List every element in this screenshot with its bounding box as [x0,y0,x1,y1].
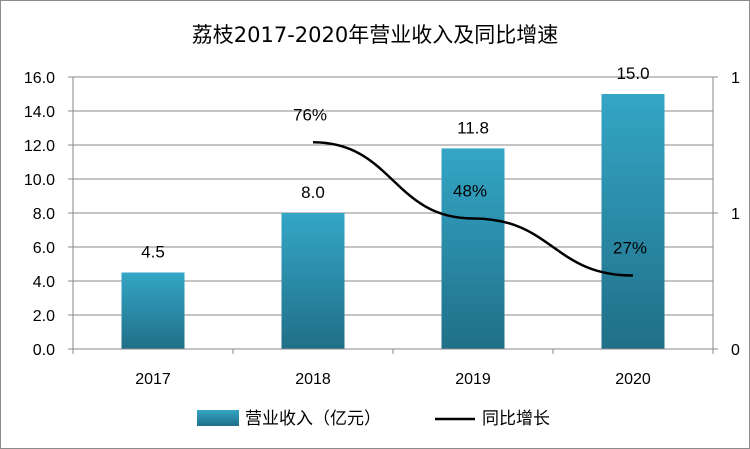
y-left-tick-label: 6.0 [33,240,55,257]
bar-data-label: 11.8 [457,118,489,137]
y-left-tick-label: 16.0 [24,70,55,87]
y-left-tick-label: 14.0 [24,104,55,121]
y-left-tick-label: 10.0 [24,172,55,189]
bar [441,148,505,349]
y-left-tick-label: 2.0 [33,308,55,325]
y-left-tick-label: 4.0 [33,274,55,291]
line-data-label: 76% [293,105,327,124]
y-right-tick-label: 1 [731,206,740,223]
legend-line-label: 同比增长 [482,409,550,429]
y-right-tick-label: 1 [731,70,740,87]
bar-data-label: 8.0 [301,183,325,202]
x-tick-label: 2020 [615,371,651,388]
growth-line [312,141,634,277]
bar-data-label: 15.0 [616,64,649,83]
y-left-tick-label: 0.0 [33,342,55,359]
bar-data-label: 4.5 [141,243,165,262]
chart-title: 荔枝2017-2020年营业收入及同比增速 [192,23,558,47]
bar [121,272,185,349]
data-labels: 4.5 8.0 11.8 15.0 76% 48% 27% [141,64,649,262]
y-left-tick-label: 12.0 [24,138,55,155]
bar [601,94,665,349]
line-series [312,141,634,277]
x-tick-label: 2018 [295,371,331,388]
axes: 0.0 2.0 4.0 6.0 8.0 10.0 12.0 14.0 16.0 0 1 1 2017 20… [24,70,740,388]
x-tick-label: 2017 [135,371,171,388]
legend-bar-swatch [197,410,239,426]
legend: 营业收入（亿元） 同比增长 [197,409,550,429]
legend-bar-label: 营业收入（亿元） [245,409,381,429]
bar-series [121,94,665,349]
line-data-label: 27% [613,239,647,258]
line-data-label: 48% [453,181,487,200]
bar [281,213,345,349]
x-tick-label: 2019 [455,371,491,388]
y-right-tick-label: 0 [731,342,740,359]
y-left-tick-label: 8.0 [33,206,55,223]
